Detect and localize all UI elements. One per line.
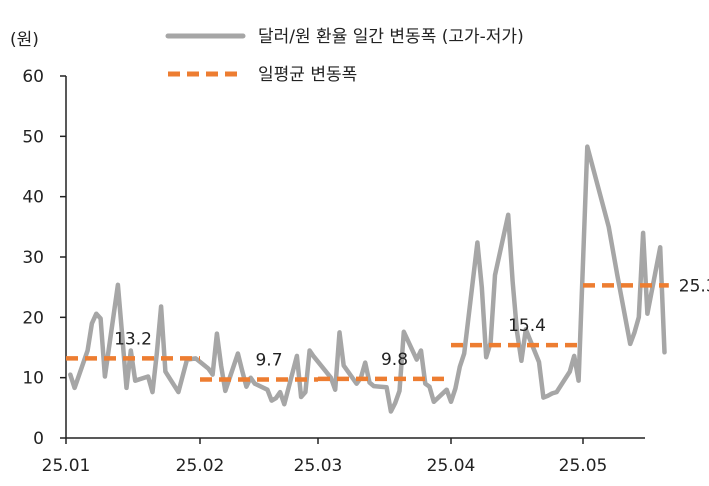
series-line-fx-range — [68, 144, 667, 414]
y-axis: 0 10 20 30 40 50 60 — [22, 67, 67, 449]
avg-value-label: 9.7 — [255, 350, 282, 370]
x-axis: 25.01 25.02 25.03 25.04 25.05 — [42, 437, 645, 476]
series-layer — [66, 144, 669, 414]
x-tick-label: 25.03 — [294, 456, 343, 476]
legend: 달러/원 환율 일간 변동폭 (고가-저가) 일평균 변동폭 — [165, 27, 524, 85]
avg-value-label: 25.3 — [679, 276, 709, 296]
avg-value-label: 15.4 — [508, 316, 546, 336]
y-tick-label: 30 — [22, 248, 44, 268]
y-tick-label: 60 — [22, 67, 44, 87]
x-tick-label: 25.05 — [559, 456, 608, 476]
avg-value-label: 9.8 — [381, 350, 408, 370]
x-tick-label: 25.02 — [176, 456, 225, 476]
legend-label-daily-avg: 일평균 변동폭 — [258, 65, 357, 85]
y-tick-label: 10 — [22, 369, 44, 389]
x-tick-label: 25.01 — [42, 456, 91, 476]
data-labels: 13.2 9.7 9.8 15.4 25.3 — [114, 276, 709, 370]
x-tick-label: 25.04 — [427, 456, 476, 476]
y-tick-label: 0 — [33, 429, 44, 449]
avg-value-label: 13.2 — [114, 329, 152, 349]
y-tick-label: 40 — [22, 188, 44, 208]
y-axis-unit-label: (원) — [10, 30, 39, 50]
legend-label-fx-range: 달러/원 환율 일간 변동폭 (고가-저가) — [258, 27, 524, 47]
y-tick-label: 50 — [22, 127, 44, 147]
y-tick-label: 20 — [22, 308, 44, 328]
